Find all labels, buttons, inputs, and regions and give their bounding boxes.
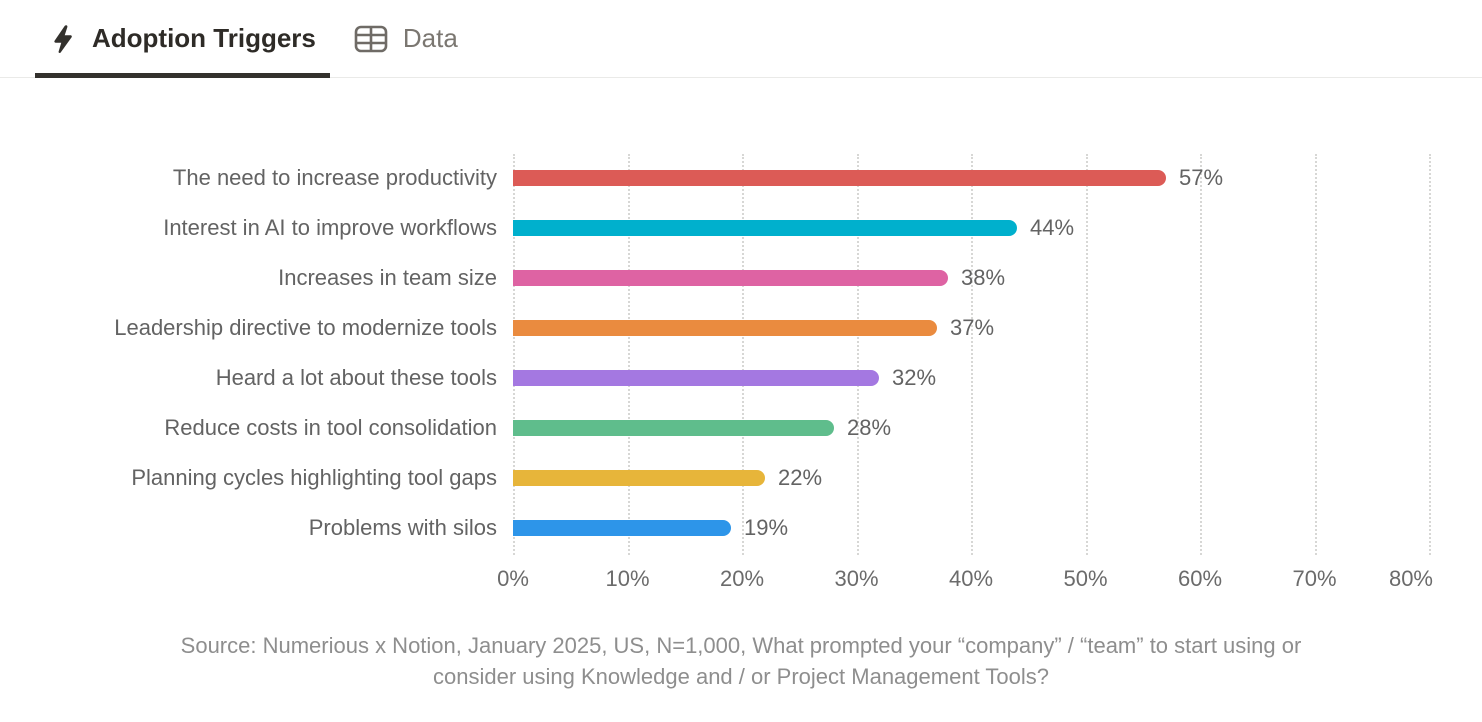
category-label: Reduce costs in tool consolidation [164, 415, 497, 440]
source-line: Source: Numerious x Notion, January 2025… [180, 633, 1302, 658]
x-axis: 0% 10% 20% 30% 40% 50% 60% 70% 80% [497, 566, 1433, 600]
bar[interactable] [513, 520, 731, 536]
value-label: 38% [961, 265, 1006, 290]
bar-row: Planning cycles highlighting tool gaps 22… [0, 453, 1482, 503]
category-label: Increases in team size [278, 265, 497, 290]
value-label: 57% [1179, 165, 1224, 190]
bar-track: 32% [513, 365, 1429, 391]
bar-row: The need to increase productivity 57% [0, 153, 1482, 203]
bar-rows: The need to increase productivity 57% Inte… [0, 153, 1482, 553]
bar-row: Leadership directive to modernize tools 3… [0, 303, 1482, 353]
x-tick-label: 0% [497, 566, 529, 591]
bar-track: 44% [513, 215, 1429, 241]
bar[interactable] [513, 170, 1166, 186]
bar-track: 28% [513, 415, 1429, 441]
x-tick-label: 70% [1292, 566, 1337, 591]
category-label: Planning cycles highlighting tool gaps [131, 465, 497, 490]
value-label: 32% [892, 365, 937, 390]
category-label: Heard a lot about these tools [215, 365, 497, 390]
value-label: 44% [1030, 215, 1075, 240]
x-tick-label: 10% [605, 566, 650, 591]
value-label: 37% [950, 315, 995, 340]
source-caption: Source: Numerious x Notion, January 2025… [0, 630, 1482, 692]
bar-row: Problems with silos 19% [0, 503, 1482, 553]
bar[interactable] [513, 220, 1017, 236]
tab-data[interactable]: Data [340, 0, 472, 77]
bar[interactable] [513, 270, 948, 286]
category-label: Problems with silos [308, 515, 497, 540]
lightning-icon [49, 24, 77, 54]
table-icon [354, 24, 388, 54]
bar[interactable] [513, 370, 879, 386]
bar-track: 38% [513, 265, 1429, 291]
tab-label-data: Data [402, 23, 458, 53]
x-tick-label: 30% [834, 566, 879, 591]
bar[interactable] [513, 320, 937, 336]
value-label: 19% [744, 515, 789, 540]
bar-row: Interest in AI to improve workflows 44% [0, 203, 1482, 253]
tab-bar: Adoption Triggers Data [0, 0, 1482, 78]
value-label: 28% [847, 415, 892, 440]
bar-track: 37% [513, 315, 1429, 341]
bar-row: Increases in team size 38% [0, 253, 1482, 303]
x-tick-label: 60% [1177, 566, 1223, 591]
source-line: consider using Knowledge and / or Projec… [433, 664, 1049, 689]
bar[interactable] [513, 470, 765, 486]
bar-track: 57% [513, 165, 1429, 191]
tab-label-adoption-triggers: Adoption Triggers [92, 23, 316, 53]
bar-track: 22% [513, 465, 1429, 491]
category-label: Interest in AI to improve workflows [163, 215, 497, 240]
x-tick-label: 50% [1063, 566, 1108, 591]
bar-chart: The need to increase productivity 57% Inte… [0, 153, 1482, 692]
bar-track: 19% [513, 515, 1429, 541]
category-label: Leadership directive to modernize tools [114, 315, 497, 340]
bar-row: Reduce costs in tool consolidation 28% [0, 403, 1482, 453]
bar-row: Heard a lot about these tools 32% [0, 353, 1482, 403]
x-tick-label: 20% [719, 566, 765, 591]
category-label: The need to increase productivity [172, 165, 497, 190]
tab-adoption-triggers[interactable]: Adoption Triggers [35, 0, 330, 78]
x-tick-label: 80% [1388, 566, 1433, 591]
bar[interactable] [513, 420, 834, 436]
value-label: 22% [778, 465, 823, 490]
x-tick-label: 40% [948, 566, 994, 591]
